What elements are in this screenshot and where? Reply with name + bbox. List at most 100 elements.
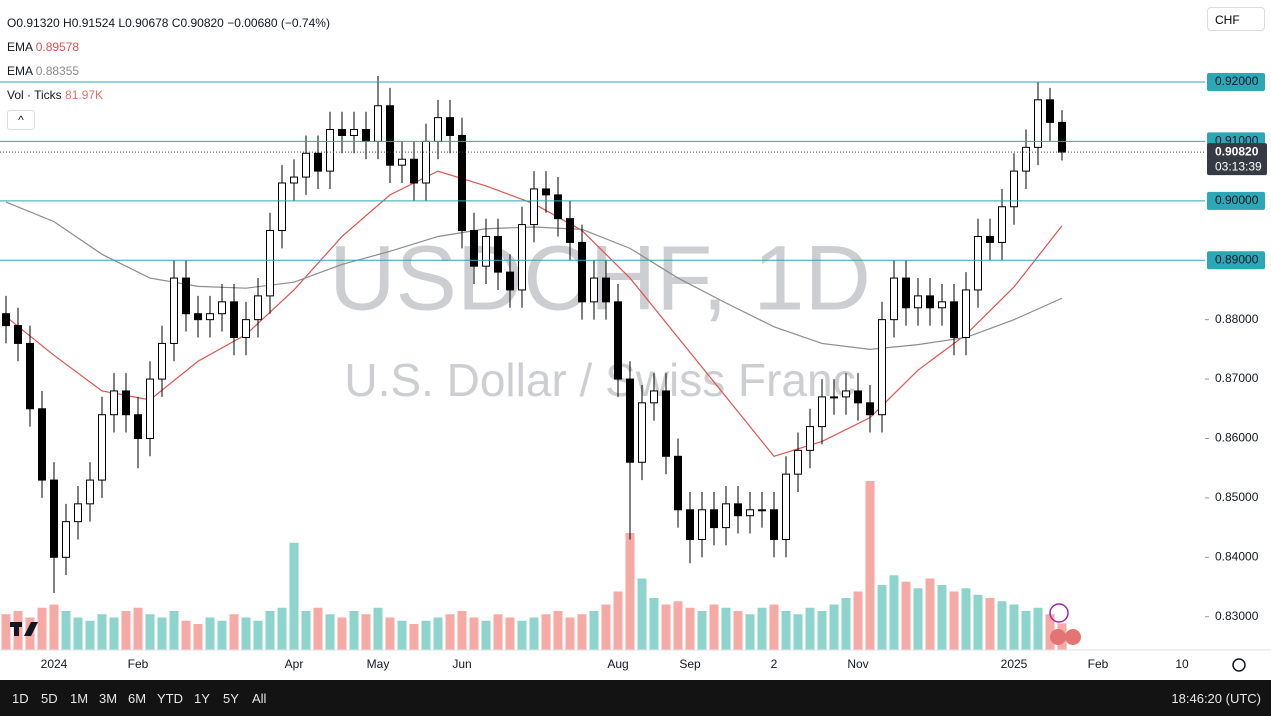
- volume-bar: [565, 617, 575, 650]
- candle-body: [122, 390, 130, 416]
- volume-bar: [409, 624, 419, 650]
- candle-body: [818, 396, 826, 428]
- volume-bar: [433, 617, 443, 650]
- candle-body: [806, 426, 814, 451]
- candle-body: [134, 414, 142, 439]
- candle-body: [842, 390, 850, 398]
- candle-body: [854, 390, 862, 404]
- candle-body: [494, 235, 502, 273]
- candle-body: [746, 509, 754, 517]
- volume-bar: [577, 614, 587, 650]
- change: −0.00680 (−0.74%): [227, 16, 330, 30]
- x-tick-label: Feb: [1088, 657, 1109, 671]
- range-button[interactable]: 1M: [70, 691, 89, 706]
- volume-bar: [877, 585, 887, 650]
- volume-bar: [325, 614, 335, 650]
- price-label-box: [1207, 72, 1265, 91]
- candle-body: [422, 140, 430, 184]
- volume-bar: [445, 614, 455, 650]
- event-icon[interactable]: [1049, 603, 1069, 623]
- candle-body: [710, 509, 718, 529]
- volume-bar: [709, 604, 719, 650]
- candle-body: [206, 313, 214, 321]
- candle-body: [86, 479, 94, 505]
- range-button[interactable]: 5D: [41, 691, 58, 706]
- candle-body: [950, 301, 958, 338]
- candle-body: [866, 402, 874, 416]
- range-button[interactable]: 1D: [12, 691, 29, 706]
- volume-bar: [157, 617, 167, 650]
- range-button[interactable]: All: [252, 691, 267, 706]
- candle-body: [290, 176, 298, 184]
- candle-body: [386, 105, 394, 166]
- candle-body: [758, 509, 766, 512]
- candle-body: [110, 390, 118, 416]
- candle-body: [374, 105, 382, 142]
- volume-bar: [949, 591, 959, 650]
- y-tick-label: 0.86000: [1215, 431, 1259, 445]
- range-button[interactable]: 6M: [128, 691, 147, 706]
- volume-bar: [973, 594, 983, 650]
- price-label: 0.90000: [1215, 193, 1259, 207]
- flag-icon[interactable]: [1050, 629, 1066, 645]
- candle-body: [146, 378, 154, 439]
- last-price-box: [1207, 143, 1267, 176]
- volume-bar: [937, 585, 947, 650]
- candle-body: [194, 313, 202, 321]
- currency-select[interactable]: CHF: [1207, 7, 1265, 31]
- candle-body: [170, 277, 178, 344]
- volume-bar: [493, 614, 503, 650]
- volume-bar: [193, 624, 203, 650]
- volume-bar: [1045, 614, 1055, 650]
- legend: O0.91320 H0.91524 L0.90678 C0.90820 −0.0…: [7, 11, 330, 130]
- volume-bar: [865, 481, 875, 650]
- chart: USDCHF, 1D U.S. Dollar / Swiss Franc 0.8…: [0, 72, 1271, 672]
- x-tick-label: Jun: [452, 657, 471, 671]
- volume-bar: [385, 617, 395, 650]
- volume-bar: [1, 614, 11, 650]
- x-tick-label: 10: [1175, 657, 1189, 671]
- candle-body: [266, 230, 274, 297]
- currency: CHF: [1215, 13, 1240, 27]
- volume-bar: [901, 581, 911, 650]
- settings-icon[interactable]: [1232, 658, 1246, 672]
- candle-body: [506, 271, 514, 291]
- candle-body: [302, 152, 310, 178]
- candle-body: [26, 342, 34, 410]
- volume-bar: [829, 604, 839, 650]
- range-button[interactable]: YTD: [157, 691, 183, 706]
- range-button[interactable]: 5Y: [223, 691, 239, 706]
- x-tick-label: 2: [771, 657, 778, 671]
- candle-body: [326, 129, 334, 172]
- volume-bar: [373, 607, 383, 650]
- candle-body: [998, 206, 1006, 243]
- volume-bar: [469, 617, 479, 650]
- flag-icon[interactable]: [1065, 629, 1081, 645]
- candle-body: [398, 158, 406, 166]
- candle-body: [986, 235, 994, 243]
- volume-bar: [205, 617, 215, 650]
- volume-bar: [337, 617, 347, 650]
- volume-bar: [349, 611, 359, 650]
- volume-bar: [289, 542, 299, 650]
- y-tick-label: 0.84000: [1215, 549, 1259, 563]
- volume-bar: [109, 617, 119, 650]
- collapse-button[interactable]: ^: [7, 110, 35, 130]
- volume-bar: [601, 604, 611, 650]
- range-button[interactable]: 3M: [99, 691, 118, 706]
- volume-bar: [769, 604, 779, 650]
- candle-body: [638, 402, 646, 463]
- candle-body: [14, 325, 22, 344]
- volume-bar: [265, 611, 275, 650]
- candle-body: [482, 235, 490, 267]
- x-tick-label: Feb: [128, 657, 149, 671]
- indicator-name: EMA: [7, 64, 33, 78]
- volume-bar: [889, 575, 899, 650]
- volume-bar: [793, 614, 803, 650]
- ohlc: O0.91320 H0.91524 L0.90678 C0.90820: [7, 16, 224, 30]
- candle-body: [350, 129, 358, 136]
- candle-body: [602, 277, 610, 303]
- range-button[interactable]: 1Y: [194, 691, 210, 706]
- candle-body: [74, 503, 82, 523]
- x-tick-label: 2024: [41, 657, 68, 671]
